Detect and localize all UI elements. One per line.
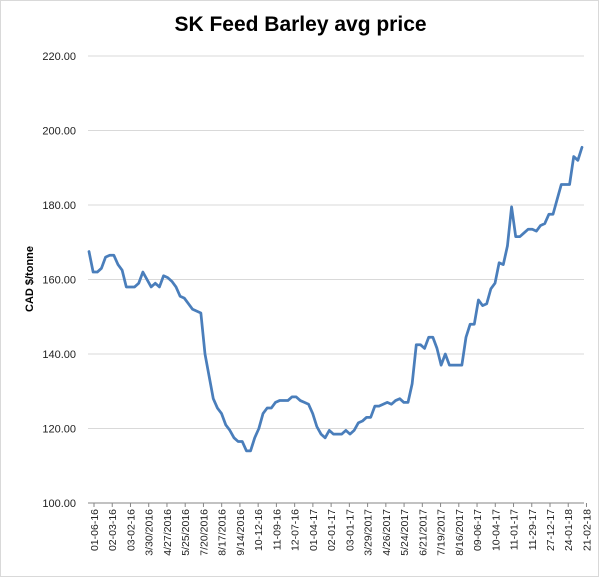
x-tick-label: 11-09-16	[271, 509, 283, 550]
x-tick-label: 3/29/2017	[363, 509, 375, 556]
y-tick-label: 180.00	[42, 200, 76, 212]
y-tick-label: 120.00	[42, 424, 76, 436]
x-tick-label: 09-06-17	[472, 509, 484, 551]
x-axis	[88, 502, 587, 507]
x-tick-label: 24-01-18	[563, 509, 575, 551]
x-tick-label: 8/17/2016	[217, 509, 229, 556]
x-tick-label: 6/21/2017	[417, 509, 429, 556]
y-tick-label: 200.00	[42, 126, 76, 138]
x-tick-label: 4/26/2017	[381, 509, 393, 556]
y-axis-label: CAD $/tonne	[24, 246, 36, 312]
x-tick-label: 01-04-17	[308, 509, 320, 551]
x-tick-label: 7/19/2017	[436, 509, 448, 556]
price-line	[87, 145, 584, 453]
y-tick-label: 220.00	[42, 51, 76, 63]
x-tick-label: 4/27/2016	[162, 509, 174, 556]
x-tick-label: 02-03-16	[107, 509, 119, 551]
x-tick-labels: 01-06-16 02-03-16 03-02-16 3/30/2016 4/27/20…	[89, 509, 593, 556]
x-tick-label: 5/25/2016	[180, 509, 192, 556]
x-tick-label: 3/30/2016	[144, 509, 156, 556]
chart-title: SK Feed Barley avg price	[174, 13, 427, 36]
series	[87, 145, 584, 453]
y-tick-label: 160.00	[42, 275, 76, 287]
y-tick-label: 140.00	[42, 349, 76, 361]
x-tick-label: 8/16/2017	[454, 509, 466, 556]
x-tick-label: 12-07-16	[290, 509, 302, 551]
x-tick-label: 02-01-17	[326, 509, 338, 551]
y-tick-labels: 100.00 120.00 140.00 160.00 180.00 200.00 220.…	[42, 51, 76, 510]
x-tick-label: 01-06-16	[89, 509, 101, 551]
x-tick-label: 10-04-17	[490, 509, 502, 551]
x-tick-label: 03-02-16	[125, 509, 137, 551]
x-tick-label: 7/20/2016	[198, 509, 210, 556]
x-tick-label: 10-12-16	[253, 509, 265, 551]
y-tick-label: 100.00	[42, 498, 76, 510]
x-tick-label: 5/24/2017	[399, 509, 411, 556]
x-tick-label: 27-12-17	[545, 509, 557, 551]
x-tick-label: 21-02-18	[581, 509, 593, 551]
x-tick-label: 03-01-17	[344, 509, 356, 551]
x-tick-label: 9/14/2016	[235, 509, 247, 556]
x-tick-label: 11-29-17	[527, 509, 539, 550]
x-tick-label: 11-01-17	[509, 509, 521, 550]
